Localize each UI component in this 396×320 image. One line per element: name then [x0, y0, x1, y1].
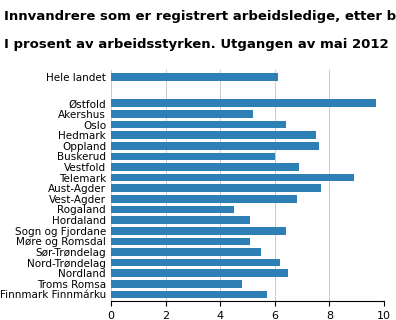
Bar — [111, 121, 286, 128]
Bar — [111, 216, 250, 224]
Bar — [111, 237, 250, 245]
Bar — [111, 163, 299, 171]
Bar — [111, 73, 278, 81]
Bar — [111, 291, 267, 298]
Bar — [111, 110, 253, 118]
Bar — [111, 142, 318, 150]
Text: Innvandrere som er registrert arbeidsledige, etter bostedsfylke.: Innvandrere som er registrert arbeidsled… — [4, 10, 396, 23]
Bar — [111, 174, 354, 181]
Bar — [111, 269, 289, 277]
Bar — [111, 206, 234, 213]
Bar — [111, 248, 261, 256]
Bar — [111, 131, 316, 139]
Text: I prosent av arbeidsstyrken. Utgangen av mai 2012: I prosent av arbeidsstyrken. Utgangen av… — [4, 38, 388, 52]
Bar — [111, 280, 242, 288]
Bar — [111, 259, 280, 266]
Bar — [111, 227, 286, 235]
Bar — [111, 184, 321, 192]
Bar — [111, 153, 275, 160]
Bar — [111, 195, 297, 203]
Bar — [111, 100, 376, 107]
